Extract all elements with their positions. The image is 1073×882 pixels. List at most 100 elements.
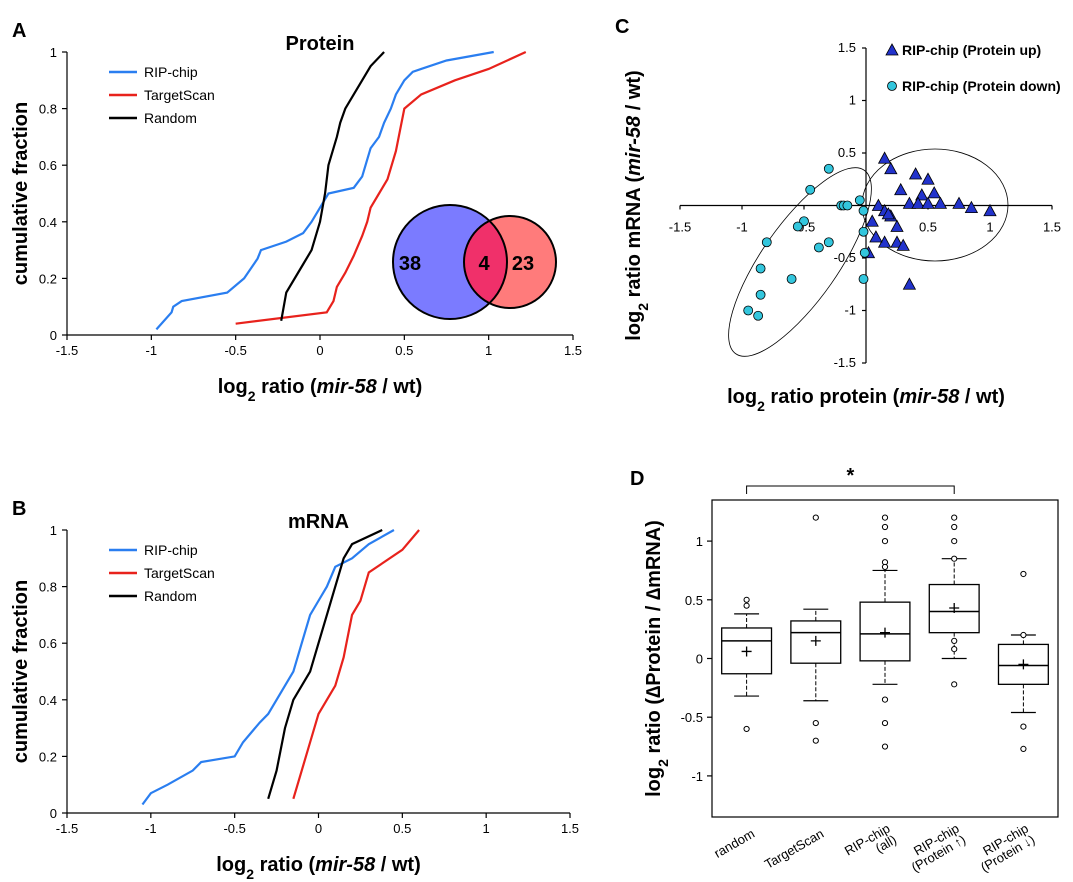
point [927,186,941,199]
legend-label: Random [144,110,197,126]
legend-label: RIP-chip [144,542,198,558]
venn-count: 23 [512,253,534,275]
axis-title-part: ratio (∆Protein / ∆mRNA) [643,520,665,759]
venn-outline [463,215,557,309]
axis-title-part: 2 [635,303,651,311]
mean-marker [880,627,890,638]
x-tick-label: 1 [483,821,490,836]
y-tick-label: 0 [50,806,57,821]
point [858,205,869,216]
x-axis-title: log2 ratio (mir-58 / wt) [218,376,423,404]
outlier [812,719,819,727]
point [902,277,917,290]
outlier [951,555,958,562]
legend-label: TargetScan [144,565,215,581]
outlier [1020,631,1027,639]
outlier [1020,570,1027,578]
outlier [812,737,819,744]
outlier [881,696,889,703]
point [871,198,886,211]
x-tick-label-line: TargetScan [762,826,826,872]
axis-title-part: log [623,311,645,341]
x-axis-title: log2 ratio (mir-58 / wt) [216,854,421,882]
y-tick-label: -1.5 [834,355,856,370]
cluster-ellipse [728,167,872,357]
point [792,221,803,232]
x-tick-label: -1 [736,220,748,235]
axis-title-part: / wt) [375,854,421,876]
x-tick-label: RIP-chip(all) [842,821,899,870]
y-tick-label: -1 [844,303,856,318]
x-tick-label: -1.5 [669,220,691,235]
axis-title-part: log [216,854,246,876]
axis-title-part: log [643,767,665,797]
y-tick-label: -1 [691,769,703,784]
outlier [881,514,889,521]
venn-count: 38 [399,253,421,275]
axis-title-part: 2 [246,866,254,882]
venn-outline [392,204,508,320]
axis-title-part: ratio mRNA ( [623,176,645,303]
outlier [881,563,889,571]
x-tick-label: -0.5 [223,821,245,836]
y-tick-label: 0.4 [39,693,57,708]
panel-label: B [12,498,26,520]
x-tick-label: -1 [146,343,158,358]
outlier [951,514,958,521]
y-axis-title: cumulative fraction [10,102,32,285]
point [743,305,754,316]
y-tick-label: 0.8 [39,102,57,117]
outlier [881,523,889,531]
point [755,263,766,274]
x-tick-label: RIP-chip(Protein ↑) [902,821,968,875]
y-tick-label: 0.6 [39,158,57,173]
legend-label: RIP-chip (Protein up) [902,42,1041,58]
outlier [881,743,889,750]
significance-mark: * [847,465,855,487]
y-tick-label: -0.5 [681,710,703,725]
y-tick-label: 0.8 [39,580,57,595]
point [877,151,892,164]
y-tick-label: 0 [696,652,703,667]
y-axis-title: log2 ratio (∆Protein / ∆mRNA) [643,520,671,797]
outlier [951,523,958,531]
y-tick-label: 0.2 [39,749,57,764]
axis-title-part: mir-58 [315,854,376,876]
point [983,203,997,217]
cdf-line [141,529,395,806]
point [896,238,910,251]
point [921,172,935,185]
point [881,207,895,220]
axis-title-part: 2 [655,759,671,767]
point [865,214,879,227]
x-tick-label: random [711,826,757,861]
point [952,196,966,209]
x-tick-label: 1.5 [1043,220,1061,235]
mean-marker [1018,659,1029,670]
point [823,163,834,174]
point [823,237,834,248]
point [894,182,908,196]
x-tick-label-line: random [711,826,757,861]
x-tick-label: 1 [986,220,993,235]
y-tick-label: 1 [50,45,57,60]
point [761,237,772,248]
point [799,216,809,227]
y-tick-label: 0.4 [39,215,57,230]
axis-title-part: / wt) [959,386,1005,408]
x-tick-label: 1.5 [564,343,582,358]
x-tick-label: 1.5 [561,821,579,836]
axis-title-part: mir-58 [317,376,378,398]
legend-marker [885,43,899,56]
outlier [1020,723,1027,730]
panel-label: A [12,20,26,42]
outlier [881,719,889,727]
axis-title-part: log [218,376,248,398]
axis-title-part: log [727,386,757,408]
chart-title: Protein [286,33,355,55]
point [921,196,935,209]
x-tick-label: -1.5 [56,343,78,358]
point [902,196,917,209]
point [813,242,824,253]
